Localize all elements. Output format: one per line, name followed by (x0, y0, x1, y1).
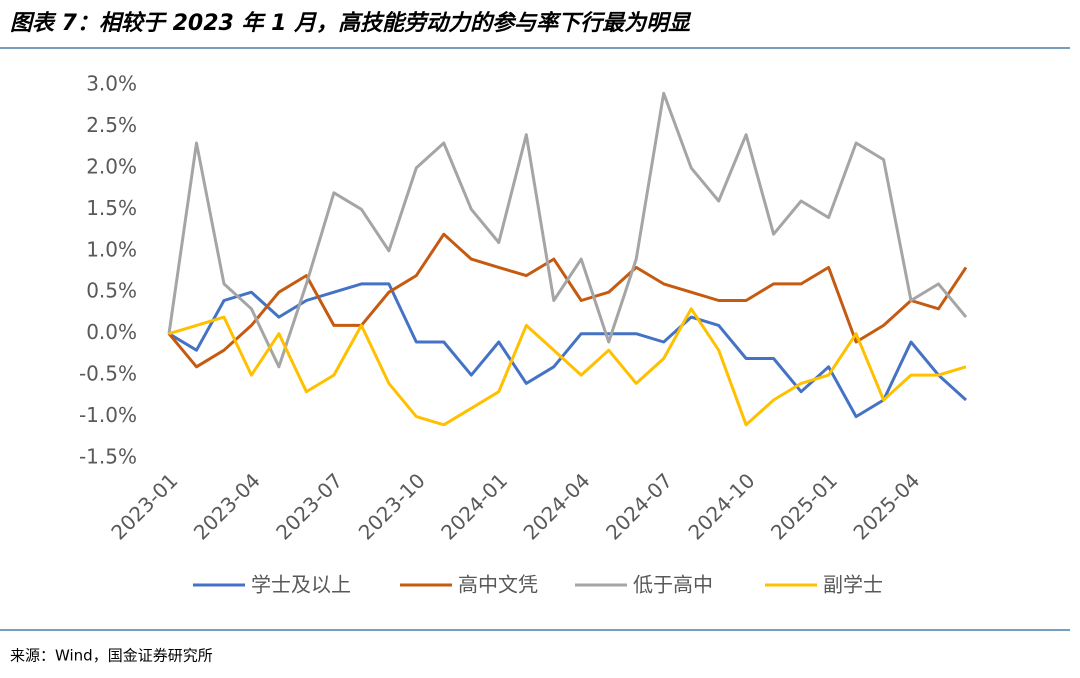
series-line (168, 282, 968, 419)
y-tick-label: 2.5% (86, 113, 137, 137)
y-tick-label: 1.5% (86, 196, 137, 220)
y-tick-label: 1.0% (86, 237, 137, 261)
y-tick-label: 3.0% (86, 72, 137, 96)
source: 来源：Wind，国金证券研究所 (10, 647, 213, 665)
chart-title: 图表 7：相较于 2023 年 1 月，高技能劳动力的参与率下行最为明显 (10, 10, 692, 36)
y-tick-label: -1.5% (79, 445, 137, 469)
legend-label: 副学士 (823, 573, 883, 597)
x-tick-label: 2024-10 (683, 468, 759, 544)
x-tick-label: 2023-04 (189, 468, 265, 544)
x-tick-label: 2025-01 (766, 468, 842, 544)
y-tick-label: 0.5% (86, 279, 137, 303)
y-tick-label: -1.0% (79, 403, 137, 427)
legend-label: 低于高中 (633, 573, 713, 597)
x-tick-label: 2023-01 (106, 468, 182, 544)
x-tick-label: 2024-01 (436, 468, 512, 544)
series-line (168, 307, 967, 427)
y-tick-label: 2.0% (86, 154, 137, 178)
legend-label: 学士及以上 (251, 573, 351, 597)
x-tick-label: 2025-04 (848, 468, 924, 544)
x-tick-label: 2024-07 (601, 468, 677, 544)
x-tick-label: 2023-10 (354, 468, 430, 544)
series-line (167, 91, 968, 369)
x-tick-label: 2023-07 (271, 468, 347, 544)
x-tick-label: 2024-04 (519, 468, 595, 544)
y-tick-label: -0.5% (79, 362, 137, 386)
y-tick-label: 0.0% (86, 320, 137, 344)
legend-label: 高中文凭 (458, 573, 538, 597)
